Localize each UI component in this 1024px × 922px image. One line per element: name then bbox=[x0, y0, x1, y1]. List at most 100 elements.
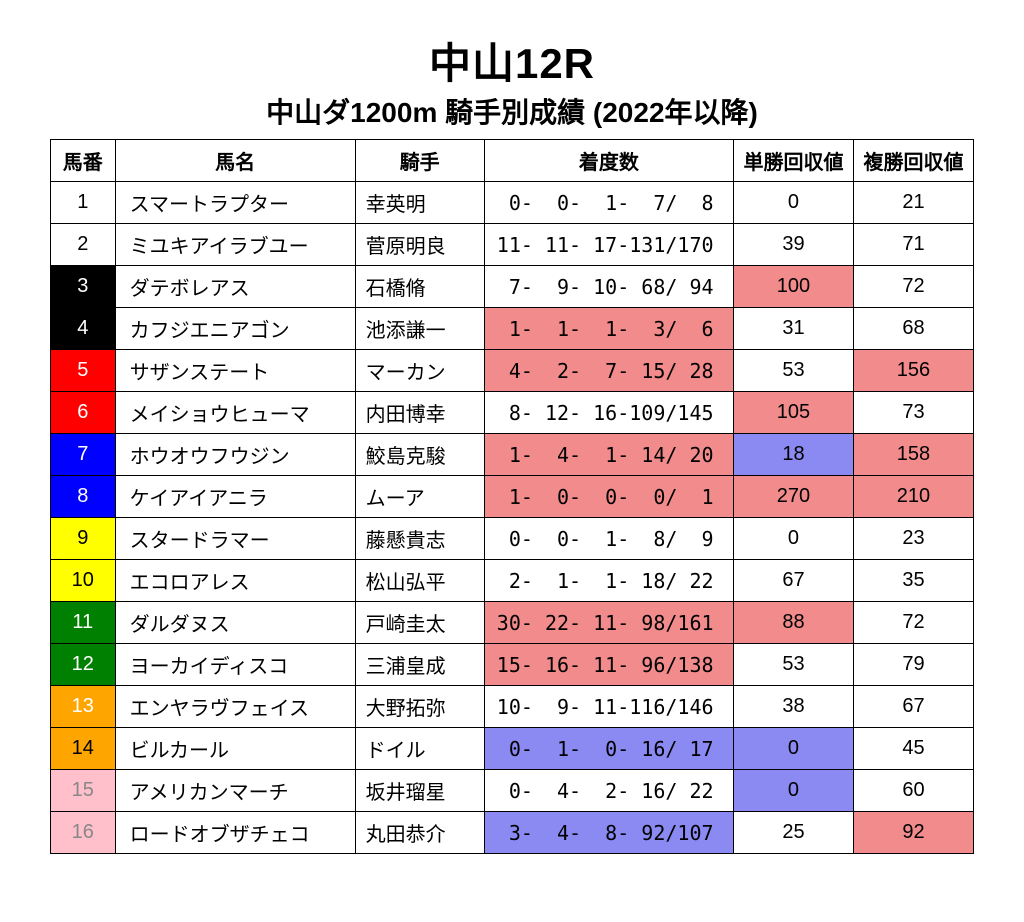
table-row: 6メイショウヒューマ内田博幸 8- 12- 16-109/14510573 bbox=[51, 392, 974, 434]
place-return: 210 bbox=[853, 476, 973, 518]
record: 7- 9- 10- 68/ 94 bbox=[484, 266, 733, 308]
record: 30- 22- 11- 98/161 bbox=[484, 602, 733, 644]
horse-number: 15 bbox=[51, 770, 116, 812]
col-header-record: 着度数 bbox=[484, 140, 733, 182]
horse-name: カフジエニアゴン bbox=[115, 308, 355, 350]
table-row: 10エコロアレス松山弘平 2- 1- 1- 18/ 226735 bbox=[51, 560, 974, 602]
jockey-name: ドイル bbox=[355, 728, 484, 770]
win-return: 270 bbox=[734, 476, 854, 518]
record: 0- 0- 1- 7/ 8 bbox=[484, 182, 733, 224]
win-return: 31 bbox=[734, 308, 854, 350]
horse-number: 12 bbox=[51, 644, 116, 686]
horse-number: 1 bbox=[51, 182, 116, 224]
jockey-name: 三浦皇成 bbox=[355, 644, 484, 686]
table-row: 2ミユキアイラブユー菅原明良11- 11- 17-131/1703971 bbox=[51, 224, 974, 266]
record: 15- 16- 11- 96/138 bbox=[484, 644, 733, 686]
record: 1- 1- 1- 3/ 6 bbox=[484, 308, 733, 350]
jockey-name: 石橋脩 bbox=[355, 266, 484, 308]
place-return: 156 bbox=[853, 350, 973, 392]
record: 1- 4- 1- 14/ 20 bbox=[484, 434, 733, 476]
table-header-row: 馬番 馬名 騎手 着度数 単勝回収値 複勝回収値 bbox=[51, 140, 974, 182]
horse-number: 6 bbox=[51, 392, 116, 434]
jockey-stats-table: 馬番 馬名 騎手 着度数 単勝回収値 複勝回収値 1スマートラプター幸英明 0-… bbox=[50, 139, 974, 854]
record: 0- 1- 0- 16/ 17 bbox=[484, 728, 733, 770]
win-return: 39 bbox=[734, 224, 854, 266]
jockey-name: 藤懸貴志 bbox=[355, 518, 484, 560]
table-row: 5サザンステートマーカン 4- 2- 7- 15/ 2853156 bbox=[51, 350, 974, 392]
record: 0- 4- 2- 16/ 22 bbox=[484, 770, 733, 812]
col-header-num: 馬番 bbox=[51, 140, 116, 182]
horse-name: サザンステート bbox=[115, 350, 355, 392]
place-return: 72 bbox=[853, 602, 973, 644]
record: 2- 1- 1- 18/ 22 bbox=[484, 560, 733, 602]
win-return: 0 bbox=[734, 518, 854, 560]
table-row: 4カフジエニアゴン池添謙一 1- 1- 1- 3/ 63168 bbox=[51, 308, 974, 350]
place-return: 72 bbox=[853, 266, 973, 308]
record: 8- 12- 16-109/145 bbox=[484, 392, 733, 434]
horse-name: ケイアイアニラ bbox=[115, 476, 355, 518]
jockey-name: 池添謙一 bbox=[355, 308, 484, 350]
horse-name: ダルダヌス bbox=[115, 602, 355, 644]
win-return: 25 bbox=[734, 812, 854, 854]
horse-number: 13 bbox=[51, 686, 116, 728]
jockey-name: 幸英明 bbox=[355, 182, 484, 224]
win-return: 67 bbox=[734, 560, 854, 602]
win-return: 0 bbox=[734, 770, 854, 812]
jockey-name: 鮫島克駿 bbox=[355, 434, 484, 476]
place-return: 60 bbox=[853, 770, 973, 812]
place-return: 23 bbox=[853, 518, 973, 560]
place-return: 71 bbox=[853, 224, 973, 266]
win-return: 38 bbox=[734, 686, 854, 728]
table-row: 1スマートラプター幸英明 0- 0- 1- 7/ 8021 bbox=[51, 182, 974, 224]
horse-name: ロードオブザチェコ bbox=[115, 812, 355, 854]
main-title: 中山12R bbox=[50, 30, 974, 91]
place-return: 92 bbox=[853, 812, 973, 854]
horse-number: 10 bbox=[51, 560, 116, 602]
place-return: 73 bbox=[853, 392, 973, 434]
horse-number: 7 bbox=[51, 434, 116, 476]
horse-name: ホウオウフウジン bbox=[115, 434, 355, 476]
table-row: 3ダテボレアス石橋脩 7- 9- 10- 68/ 9410072 bbox=[51, 266, 974, 308]
win-return: 53 bbox=[734, 644, 854, 686]
jockey-name: 坂井瑠星 bbox=[355, 770, 484, 812]
jockey-name: 内田博幸 bbox=[355, 392, 484, 434]
place-return: 45 bbox=[853, 728, 973, 770]
table-row: 12ヨーカイディスコ三浦皇成15- 16- 11- 96/1385379 bbox=[51, 644, 974, 686]
win-return: 18 bbox=[734, 434, 854, 476]
jockey-name: 菅原明良 bbox=[355, 224, 484, 266]
record: 3- 4- 8- 92/107 bbox=[484, 812, 733, 854]
place-return: 79 bbox=[853, 644, 973, 686]
horse-number: 3 bbox=[51, 266, 116, 308]
jockey-name: 松山弘平 bbox=[355, 560, 484, 602]
horse-number: 5 bbox=[51, 350, 116, 392]
horse-name: アメリカンマーチ bbox=[115, 770, 355, 812]
horse-name: スマートラプター bbox=[115, 182, 355, 224]
horse-name: ヨーカイディスコ bbox=[115, 644, 355, 686]
horse-name: エコロアレス bbox=[115, 560, 355, 602]
horse-number: 8 bbox=[51, 476, 116, 518]
col-header-win: 単勝回収値 bbox=[734, 140, 854, 182]
record: 11- 11- 17-131/170 bbox=[484, 224, 733, 266]
horse-number: 4 bbox=[51, 308, 116, 350]
place-return: 158 bbox=[853, 434, 973, 476]
place-return: 68 bbox=[853, 308, 973, 350]
win-return: 88 bbox=[734, 602, 854, 644]
horse-number: 9 bbox=[51, 518, 116, 560]
horse-name: スタードラマー bbox=[115, 518, 355, 560]
horse-number: 11 bbox=[51, 602, 116, 644]
table-row: 16ロードオブザチェコ丸田恭介 3- 4- 8- 92/1072592 bbox=[51, 812, 974, 854]
win-return: 105 bbox=[734, 392, 854, 434]
record: 1- 0- 0- 0/ 1 bbox=[484, 476, 733, 518]
table-row: 11ダルダヌス戸崎圭太30- 22- 11- 98/1618872 bbox=[51, 602, 974, 644]
table-row: 13エンヤラヴフェイス大野拓弥10- 9- 11-116/1463867 bbox=[51, 686, 974, 728]
horse-name: ビルカール bbox=[115, 728, 355, 770]
place-return: 67 bbox=[853, 686, 973, 728]
win-return: 0 bbox=[734, 182, 854, 224]
jockey-name: 丸田恭介 bbox=[355, 812, 484, 854]
table-body: 1スマートラプター幸英明 0- 0- 1- 7/ 80212ミユキアイラブユー菅… bbox=[51, 182, 974, 854]
table-row: 9スタードラマー藤懸貴志 0- 0- 1- 8/ 9023 bbox=[51, 518, 974, 560]
jockey-name: 大野拓弥 bbox=[355, 686, 484, 728]
jockey-name: 戸崎圭太 bbox=[355, 602, 484, 644]
record: 0- 0- 1- 8/ 9 bbox=[484, 518, 733, 560]
horse-name: ミユキアイラブユー bbox=[115, 224, 355, 266]
